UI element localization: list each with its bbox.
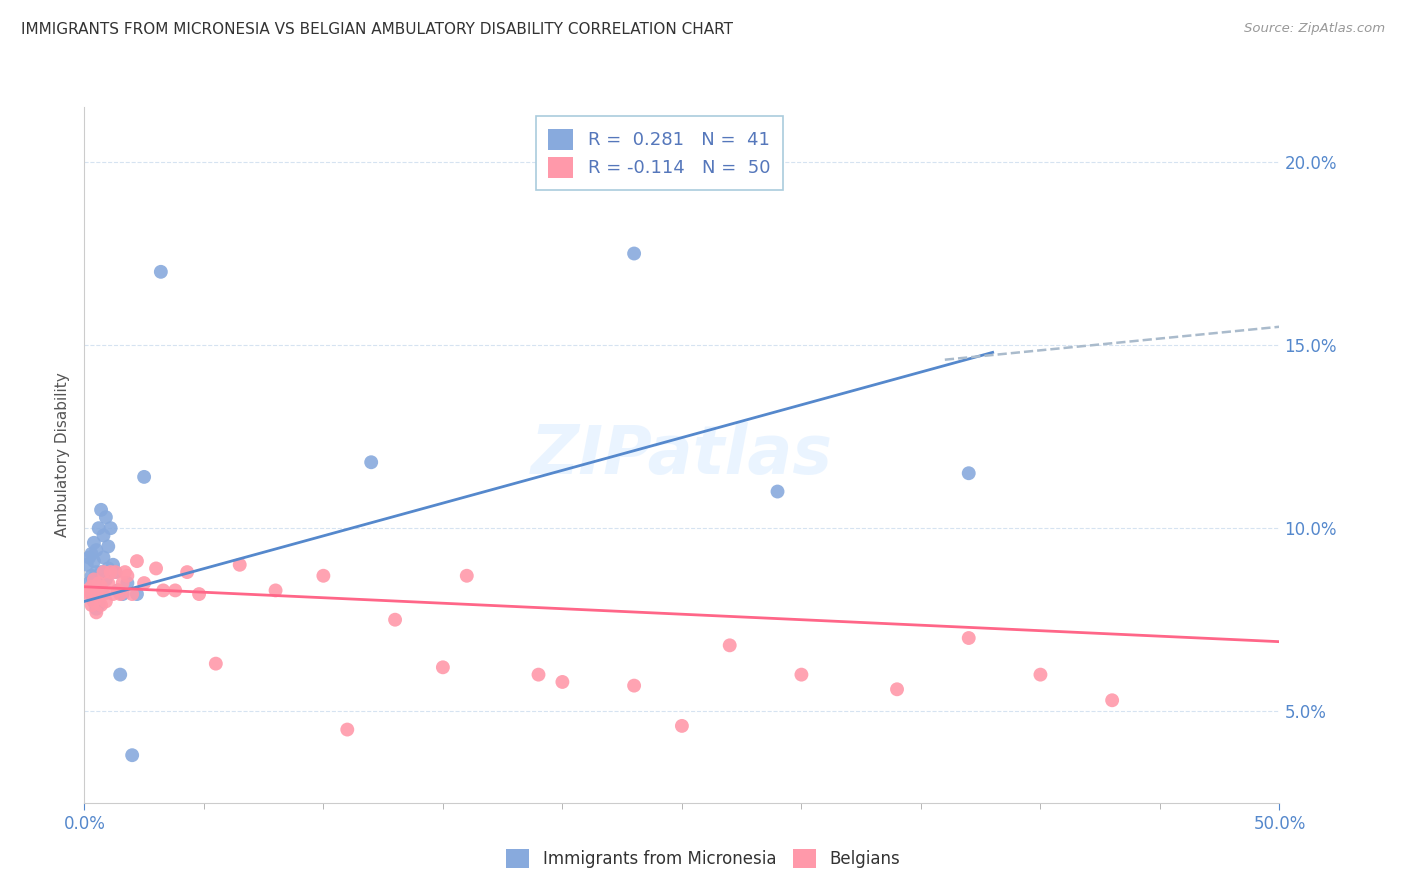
Point bbox=[111, 587, 134, 601]
Point bbox=[104, 565, 127, 579]
Point bbox=[432, 660, 454, 674]
Point bbox=[360, 455, 382, 469]
Point bbox=[86, 606, 108, 620]
Point bbox=[90, 503, 112, 517]
Point bbox=[80, 587, 103, 601]
Point bbox=[165, 583, 187, 598]
Point bbox=[94, 594, 117, 608]
Point bbox=[125, 554, 148, 568]
Point bbox=[149, 265, 172, 279]
Point bbox=[623, 679, 645, 693]
Point bbox=[1101, 693, 1123, 707]
Point bbox=[87, 587, 110, 601]
Point bbox=[152, 583, 174, 598]
Point bbox=[77, 576, 100, 591]
Point bbox=[111, 576, 134, 591]
Point bbox=[1029, 667, 1052, 681]
Point bbox=[93, 528, 115, 542]
Point bbox=[623, 246, 645, 260]
Point bbox=[312, 568, 335, 582]
Point bbox=[97, 561, 120, 575]
Point bbox=[90, 580, 112, 594]
Point bbox=[77, 587, 100, 601]
Point bbox=[93, 550, 115, 565]
Point bbox=[93, 587, 115, 601]
Point bbox=[145, 561, 167, 575]
Point bbox=[87, 576, 110, 591]
Point bbox=[86, 565, 108, 579]
Point bbox=[107, 583, 129, 598]
Point bbox=[90, 583, 112, 598]
Point bbox=[83, 594, 105, 608]
Point bbox=[100, 521, 122, 535]
Point bbox=[121, 748, 143, 763]
Point bbox=[205, 657, 228, 671]
Point bbox=[527, 667, 550, 681]
Point bbox=[132, 576, 156, 591]
Point bbox=[83, 594, 105, 608]
Point bbox=[384, 613, 406, 627]
Text: IMMIGRANTS FROM MICRONESIA VS BELGIAN AMBULATORY DISABILITY CORRELATION CHART: IMMIGRANTS FROM MICRONESIA VS BELGIAN AM… bbox=[21, 22, 733, 37]
Point bbox=[110, 587, 132, 601]
Point bbox=[718, 638, 741, 652]
Point bbox=[97, 576, 120, 591]
Point bbox=[176, 565, 198, 579]
Point bbox=[77, 550, 100, 565]
Point bbox=[83, 554, 105, 568]
Point bbox=[228, 558, 252, 572]
Point bbox=[83, 536, 105, 550]
Point bbox=[188, 587, 211, 601]
Point bbox=[886, 682, 908, 697]
Point bbox=[86, 601, 108, 615]
Legend: R =  0.281   N =  41, R = -0.114   N =  50: R = 0.281 N = 41, R = -0.114 N = 50 bbox=[536, 116, 783, 190]
Point bbox=[76, 558, 98, 572]
Point bbox=[107, 583, 129, 598]
Point bbox=[551, 675, 574, 690]
Point bbox=[101, 558, 124, 572]
Point bbox=[87, 521, 110, 535]
Point bbox=[104, 565, 127, 579]
Point bbox=[80, 580, 103, 594]
Point bbox=[94, 573, 117, 587]
Point bbox=[110, 667, 132, 681]
Point bbox=[264, 583, 287, 598]
Text: ZIPatlas: ZIPatlas bbox=[531, 422, 832, 488]
Point bbox=[93, 565, 115, 579]
Point bbox=[117, 568, 139, 582]
Point bbox=[90, 598, 112, 612]
Point bbox=[125, 587, 148, 601]
Point bbox=[90, 565, 112, 579]
Point bbox=[97, 540, 120, 554]
Point bbox=[86, 587, 108, 601]
Point bbox=[121, 587, 143, 601]
Point bbox=[80, 547, 103, 561]
Point bbox=[132, 470, 156, 484]
Point bbox=[94, 510, 117, 524]
Point bbox=[80, 568, 103, 582]
Text: Source: ZipAtlas.com: Source: ZipAtlas.com bbox=[1244, 22, 1385, 36]
Point bbox=[87, 598, 110, 612]
Point bbox=[80, 598, 103, 612]
Point bbox=[86, 583, 108, 598]
Point bbox=[957, 631, 980, 645]
Point bbox=[101, 587, 124, 601]
Point bbox=[671, 719, 693, 733]
Point bbox=[957, 467, 980, 481]
Point bbox=[76, 583, 98, 598]
Point bbox=[86, 543, 108, 558]
Point bbox=[83, 573, 105, 587]
Legend: Immigrants from Micronesia, Belgians: Immigrants from Micronesia, Belgians bbox=[499, 842, 907, 875]
Point bbox=[766, 484, 789, 499]
Point bbox=[87, 576, 110, 591]
Point bbox=[83, 573, 105, 587]
Y-axis label: Ambulatory Disability: Ambulatory Disability bbox=[55, 373, 70, 537]
Point bbox=[336, 723, 359, 737]
Point bbox=[100, 565, 122, 579]
Point bbox=[456, 568, 478, 582]
Point bbox=[790, 667, 813, 681]
Point bbox=[114, 565, 136, 579]
Point bbox=[117, 576, 139, 591]
